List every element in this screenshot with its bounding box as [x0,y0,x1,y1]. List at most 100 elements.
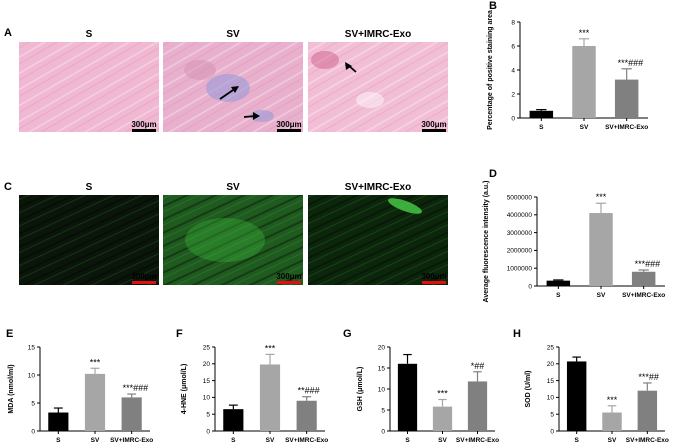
x-tick-label: S [405,437,410,444]
y-tick-label: 4000000 [507,212,533,219]
bar [259,364,281,431]
x-tick-label: SV [438,437,447,444]
chart-b: B 0 2 4 6 8 Percentage of positive staining ar… [487,0,648,131]
y-tick-label: 25 [547,344,555,351]
x-tick-label: S [556,292,561,299]
panel-label-f: F [176,328,183,340]
scale-bar-label: 300μm [131,272,156,281]
significance-label: ***### [123,383,149,393]
y-tick-label: 0 [31,428,35,435]
y-axis-title: SOD (U/ml) [525,371,532,408]
significance-label: ***### [618,58,644,68]
panel-c: C S SV SV+IMRC-Exo 300μm 300μm 300μm [4,181,448,285]
panel-a-title-sv: SV [226,29,240,40]
fluorescence-c-sv-imrc-exo [308,195,448,285]
y-tick-label: 15 [28,344,36,351]
micrograph-a-s [19,42,159,132]
bar [121,397,142,431]
y-tick-label: 8 [511,19,515,26]
y-tick-label: 4 [511,67,515,74]
micrograph-a-sv [163,42,303,132]
y-tick-label: 10 [203,395,211,402]
bar [566,361,587,431]
significance-label: ***## [638,372,659,382]
chart-g: G 0 5 10 15 20 GSH (μmol/L) S SV *** SV+IMRC-Exo *#… [343,328,499,444]
y-tick-label: 0 [528,283,532,290]
panel-c-title-sv: SV [226,182,240,193]
bar [84,373,106,431]
y-tick-label: 15 [378,365,386,372]
scale-bar-label: 300μm [421,120,446,129]
bar-charts: B 0 2 4 6 8 Percentage of positive staining ar… [6,0,669,444]
arrowhead-icon [345,62,352,70]
y-tick-label: 0 [381,428,385,435]
panel-label-c: C [4,181,12,193]
y-tick-label: 25 [203,344,211,351]
bar [48,412,69,431]
arrowhead-icon [231,86,239,93]
chart-h: H 0 5 10 15 20 25 SOD (U/ml) S SV *** SV+IMRC-Exo **… [513,328,669,444]
x-tick-label: SV [608,437,617,444]
chart-e: E 0 5 10 15 MDA (nmol/ml) S SV *** SV+IMRC-Exo ***… [6,328,153,444]
significance-label: *** [265,343,276,353]
scale-bar-label: 300μm [276,272,301,281]
bar [432,406,453,431]
scale-bar [277,281,301,284]
y-axis-title: Percentage of positive staining area [487,10,494,130]
x-tick-label: SV [266,437,275,444]
significance-label: **### [298,386,320,396]
panel-label-h: H [513,328,521,340]
y-tick-label: 0 [511,115,515,122]
y-tick-label: 5 [206,412,210,419]
x-tick-label: S [574,437,579,444]
arrowhead-icon [253,112,260,120]
panel-a: A S SV SV+IMRC-Exo 300μm [4,27,448,132]
fluorescence-c-sv [163,195,303,285]
y-tick-label: 6 [511,43,515,50]
y-tick-label: 2 [511,91,515,98]
bar [296,400,317,431]
panel-label-a: A [4,27,12,39]
scale-bar [422,129,446,132]
y-axis-title: 4-HNE (μmol/L) [181,364,188,415]
y-axis-title: GSH (μmol/L) [357,367,364,412]
micrograph-a-sv-imrc-exo [308,42,448,132]
bar [467,381,488,431]
y-tick-label: 5000000 [507,194,533,201]
x-tick-label: SV+IMRC-Exo [622,292,665,299]
panel-label-g: G [343,328,352,340]
y-tick-label: 5 [381,407,385,414]
y-axis-title: Average fluorescence intensity (a.u.) [483,181,490,303]
chart-f: F 0 5 10 15 20 25 4-HNE (μmol/L) S SV *** SV+IMRC-E… [176,328,328,444]
bar [614,79,639,118]
y-tick-label: 5 [550,412,554,419]
scale-bar-label: 300μm [276,120,301,129]
panel-a-title-s: S [86,29,93,40]
x-tick-label: SV+IMRC-Exo [110,437,153,444]
bar [546,280,571,286]
panel-label-d: D [489,168,497,180]
chart-d: D 0 1000000 2000000 3000000 4000000 5000000 Ave… [483,168,665,302]
panel-a-title-sv-imrc-exo: SV+IMRC-Exo [345,29,411,40]
significance-label: *## [471,361,485,371]
significance-label: *** [596,192,607,202]
scale-bar-label: 300μm [421,272,446,281]
panel-c-title-s: S [86,182,93,193]
bar [637,390,658,431]
significance-label: ***### [635,259,661,269]
x-tick-label: SV [580,124,589,131]
panel-label-b: B [489,0,497,12]
x-tick-label: S [56,437,61,444]
bar [572,46,596,118]
y-axis-title: MDA (nmol/ml) [8,364,15,413]
significance-label: *** [579,28,590,38]
y-tick-label: 0 [206,428,210,435]
y-tick-label: 0 [550,428,554,435]
y-tick-label: 15 [547,378,555,385]
x-tick-label: SV+IMRC-Exo [605,124,648,131]
y-tick-label: 1000000 [507,266,533,273]
y-tick-label: 5 [31,400,35,407]
scale-bar [277,129,301,132]
y-tick-label: 3000000 [507,230,533,237]
